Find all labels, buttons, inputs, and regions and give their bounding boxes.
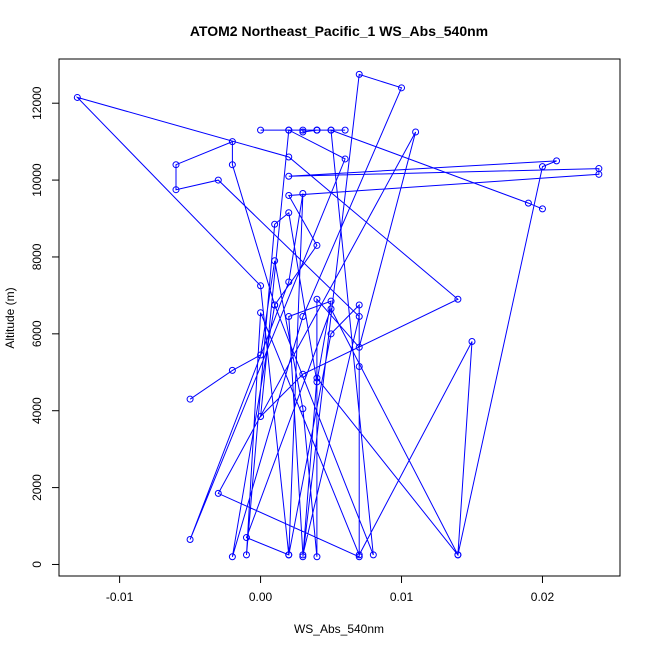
data-point bbox=[369, 551, 377, 559]
data-point bbox=[327, 330, 335, 338]
data-point bbox=[242, 534, 250, 542]
data-point bbox=[468, 338, 476, 346]
data-point bbox=[299, 551, 307, 559]
data-point bbox=[172, 161, 180, 169]
data-point bbox=[355, 551, 363, 559]
y-tick-label: 0 bbox=[30, 561, 44, 568]
data-point bbox=[257, 351, 265, 359]
series-layer bbox=[73, 70, 603, 561]
data-point bbox=[355, 363, 363, 371]
data-point bbox=[327, 297, 335, 305]
series-line bbox=[75, 73, 600, 558]
data-point bbox=[299, 405, 307, 413]
data-point bbox=[186, 395, 194, 403]
data-point bbox=[299, 370, 307, 378]
data-point bbox=[299, 190, 307, 198]
data-point bbox=[454, 551, 462, 559]
data-point bbox=[313, 295, 321, 303]
data-point bbox=[299, 313, 307, 321]
data-point bbox=[355, 553, 363, 561]
data-point bbox=[214, 176, 222, 184]
data-point bbox=[355, 343, 363, 351]
data-point bbox=[524, 199, 532, 207]
y-axis-label: Altitude (m) bbox=[3, 287, 17, 348]
data-point bbox=[285, 209, 293, 217]
data-point bbox=[299, 128, 307, 136]
data-point bbox=[341, 155, 349, 163]
data-point bbox=[355, 70, 363, 78]
y-tick-label: 12000 bbox=[30, 86, 44, 120]
data-point bbox=[285, 551, 293, 559]
y-tick-label: 2000 bbox=[30, 474, 44, 501]
x-tick-label: 0.02 bbox=[531, 590, 555, 604]
data-point bbox=[271, 301, 279, 309]
data-point bbox=[313, 126, 321, 134]
y-tick-label: 4000 bbox=[30, 397, 44, 424]
y-tick-label: 10000 bbox=[30, 163, 44, 197]
data-point bbox=[285, 126, 293, 134]
y-tick-label: 8000 bbox=[30, 243, 44, 270]
data-point bbox=[595, 170, 603, 178]
data-point bbox=[214, 489, 222, 497]
data-point bbox=[172, 186, 180, 194]
data-point bbox=[228, 138, 236, 146]
data-point bbox=[242, 551, 250, 559]
data-point bbox=[285, 153, 293, 161]
data-point bbox=[299, 553, 307, 561]
data-point bbox=[257, 282, 265, 290]
data-point bbox=[285, 172, 293, 180]
x-tick-label: 0.00 bbox=[249, 590, 273, 604]
data-point bbox=[285, 191, 293, 199]
data-point bbox=[257, 309, 265, 317]
series-line bbox=[260, 129, 346, 133]
data-point bbox=[186, 535, 194, 543]
data-point bbox=[228, 366, 236, 374]
data-point bbox=[285, 278, 293, 286]
plot-frame bbox=[58, 58, 621, 577]
data-point bbox=[327, 305, 335, 313]
data-point bbox=[327, 126, 335, 134]
data-point bbox=[313, 378, 321, 386]
data-point bbox=[412, 128, 420, 136]
data-point bbox=[355, 313, 363, 321]
data-point bbox=[299, 126, 307, 134]
data-point bbox=[271, 257, 279, 265]
data-point bbox=[538, 205, 546, 213]
y-tick-label: 6000 bbox=[30, 320, 44, 347]
y-axis: 0 2000 4000 6000 8000 10000 12000 bbox=[30, 86, 60, 568]
data-point bbox=[313, 241, 321, 249]
data-point bbox=[313, 374, 321, 382]
data-point bbox=[454, 295, 462, 303]
data-point bbox=[398, 84, 406, 92]
x-tick-label: 0.01 bbox=[390, 590, 414, 604]
data-point bbox=[553, 157, 561, 165]
data-point bbox=[228, 553, 236, 561]
data-point bbox=[341, 126, 349, 134]
data-point bbox=[257, 126, 265, 134]
data-point bbox=[313, 553, 321, 561]
data-point bbox=[271, 220, 279, 228]
data-point bbox=[228, 161, 236, 169]
x-tick-label: -0.01 bbox=[106, 590, 134, 604]
data-point bbox=[73, 93, 81, 101]
x-axis: -0.01 0.00 0.01 0.02 bbox=[106, 575, 555, 604]
data-point bbox=[538, 163, 546, 171]
data-point bbox=[257, 412, 265, 420]
data-point bbox=[355, 301, 363, 309]
x-axis-label: WS_Abs_540nm bbox=[294, 622, 384, 636]
chart-title: ATOM2 Northeast_Pacific_1 WS_Abs_540nm bbox=[190, 23, 488, 39]
data-point bbox=[285, 313, 293, 321]
